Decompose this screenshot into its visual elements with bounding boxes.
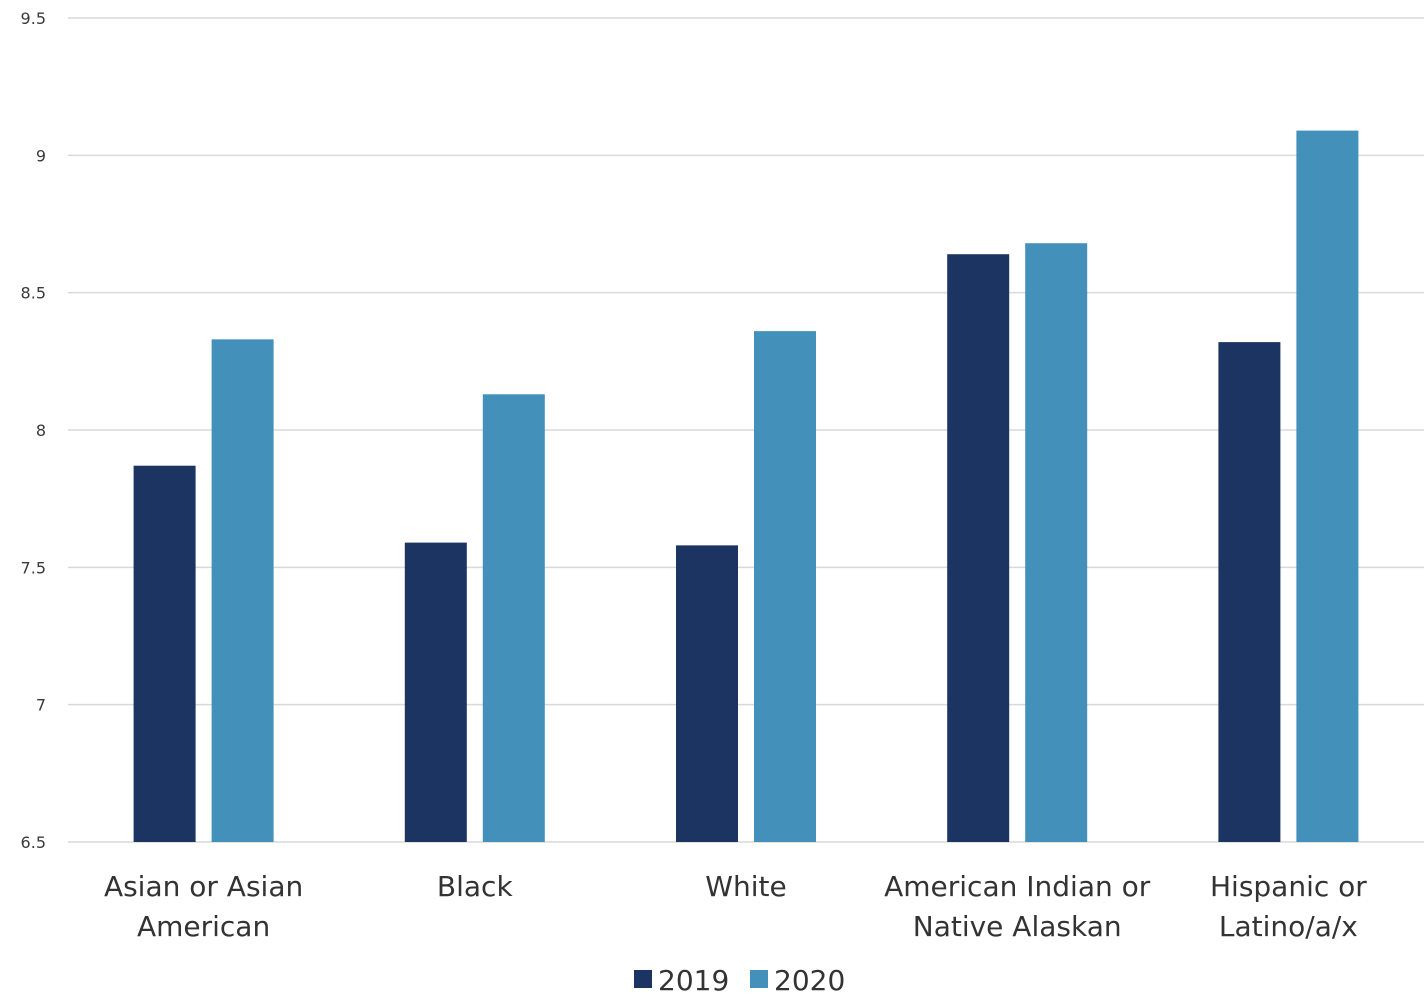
x-category-label: American (137, 910, 270, 943)
bar-2019-2 (676, 545, 738, 842)
legend: 2019 2020 (634, 964, 845, 997)
x-axis-categories: Asian or Asian American Black White American… (104, 870, 1367, 943)
y-tick-label: 8.5 (21, 284, 46, 303)
y-tick-label: 9.5 (21, 9, 46, 28)
x-category-label: American Indian or (884, 870, 1151, 903)
y-tick-label: 6.5 (21, 833, 46, 852)
bar-2020-2 (754, 331, 816, 842)
y-axis-ticks: 6.5 7 7.5 8 8.5 9 9.5 (21, 9, 46, 852)
bar-2020-4 (1296, 130, 1359, 842)
x-category-label: White (705, 870, 786, 903)
bar-2019-3 (947, 254, 1010, 843)
y-tick-label: 8 (36, 421, 46, 440)
x-category-label: Black (437, 870, 514, 903)
x-category-label: Latino/a/x (1219, 910, 1358, 943)
legend-label-2019: 2019 (658, 964, 729, 997)
bar-2020-3 (1025, 243, 1088, 842)
bars (133, 130, 1359, 843)
x-category-label: Hispanic or (1210, 870, 1367, 903)
legend-swatch-2019 (634, 970, 652, 988)
bar-2019-0 (133, 465, 196, 842)
legend-label-2020: 2020 (774, 964, 845, 997)
y-tick-label: 7 (36, 696, 46, 715)
x-category-label: Asian or Asian (104, 870, 303, 903)
bar-2020-0 (211, 339, 274, 842)
y-tick-label: 7.5 (21, 558, 46, 577)
bar-2019-1 (404, 542, 467, 842)
gridlines (68, 17, 1424, 843)
y-tick-label: 9 (36, 146, 46, 165)
bar-2020-1 (482, 394, 545, 842)
bar-2019-4 (1218, 342, 1281, 842)
x-category-label: Native Alaskan (913, 910, 1122, 943)
legend-swatch-2020 (750, 970, 768, 988)
